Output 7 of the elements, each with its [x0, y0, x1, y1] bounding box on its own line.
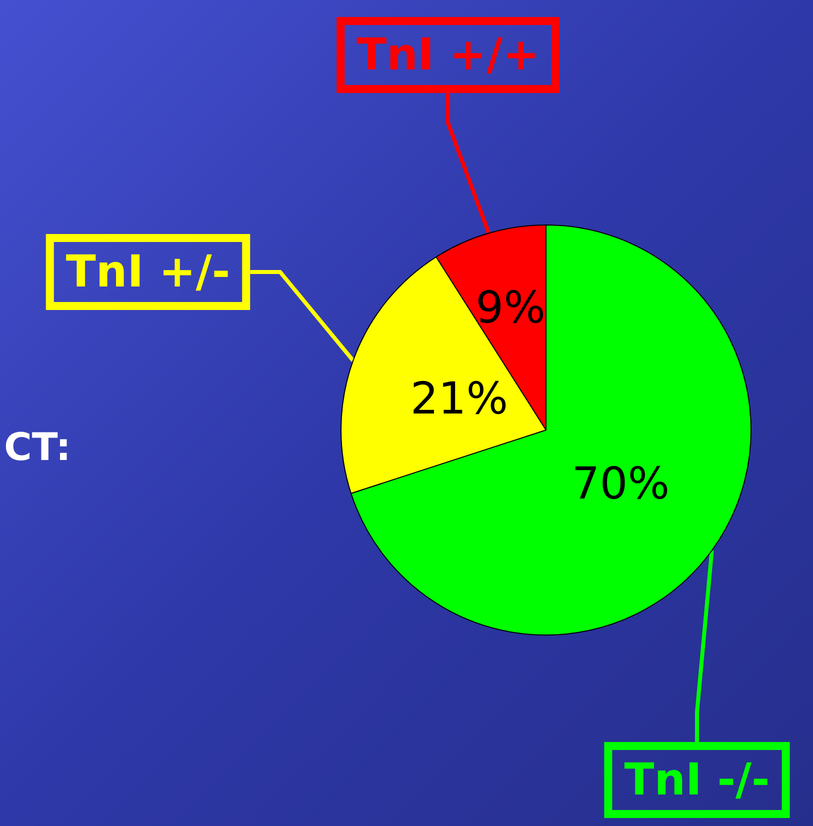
data-label: 70% [572, 458, 670, 510]
slice-label: TnI +/- [66, 246, 230, 298]
data-label: 9% [476, 282, 546, 334]
slice-label: TnI -/- [624, 754, 770, 806]
text: CT: [4, 425, 71, 469]
slice-label: TnI +/+ [356, 30, 540, 80]
data-label: 21% [410, 373, 508, 424]
